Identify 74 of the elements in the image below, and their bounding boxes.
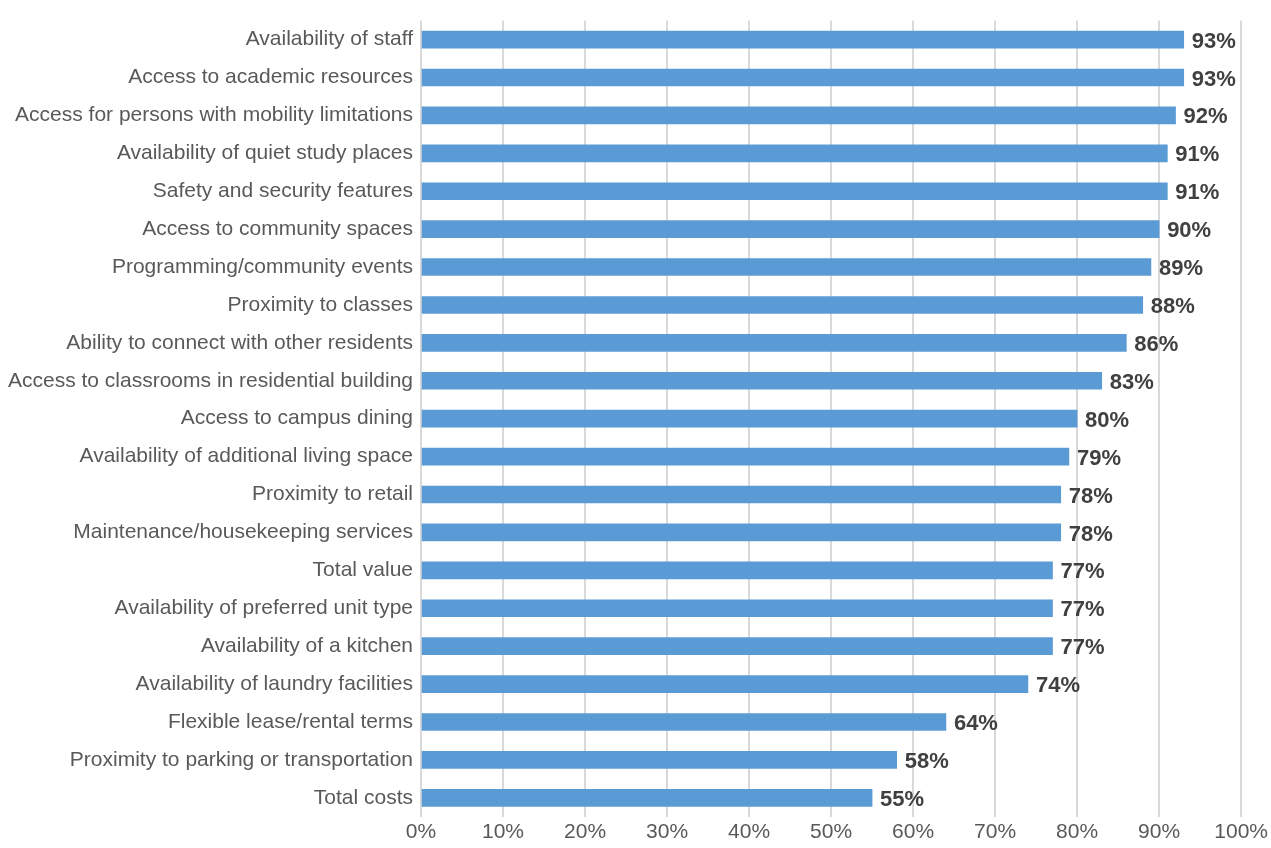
- y-tick-label: Access to classrooms in residential building: [7, 367, 414, 391]
- data-label: 55%: [880, 785, 925, 811]
- data-label: 86%: [1134, 330, 1179, 356]
- bar: [421, 371, 1103, 390]
- data-label: 91%: [1175, 179, 1220, 205]
- data-label: 78%: [1068, 520, 1113, 546]
- bar: [421, 485, 1062, 504]
- bar: [421, 296, 1144, 314]
- y-tick-label: Maintenance/housekeeping services: [73, 519, 414, 543]
- x-tick-label: 90%: [1138, 819, 1181, 843]
- bar: [421, 789, 873, 807]
- y-tick-label: Safety and security features: [152, 178, 414, 202]
- bar: [421, 637, 1053, 656]
- y-tick-label: Proximity to retail: [251, 481, 414, 505]
- y-tick-label: Total costs: [313, 784, 414, 808]
- bar: [421, 599, 1053, 618]
- y-tick-label: Availability of quiet study places: [116, 140, 414, 164]
- data-label: 91%: [1175, 141, 1220, 167]
- x-tick-label: 0%: [405, 819, 437, 843]
- y-tick-label: Availability of additional living space: [79, 443, 414, 467]
- bar: [421, 713, 947, 731]
- data-label: 58%: [904, 747, 949, 773]
- y-tick-label: Availability of laundry facilities: [135, 670, 414, 694]
- x-tick-label: 70%: [974, 819, 1017, 843]
- data-label: 80%: [1085, 406, 1130, 432]
- y-tick-label: Availability of staff: [245, 26, 414, 50]
- y-tick-label: Proximity to classes: [227, 291, 414, 315]
- bar: [421, 675, 1029, 693]
- bar: [421, 523, 1062, 542]
- data-label: 93%: [1191, 27, 1236, 53]
- data-label: 78%: [1068, 482, 1113, 508]
- y-tick-label: Access to community spaces: [142, 215, 414, 239]
- bar: [421, 106, 1176, 125]
- y-tick-label: Flexible lease/rental terms: [167, 708, 414, 732]
- bar: [421, 182, 1168, 201]
- bar: [421, 751, 898, 769]
- bar: [421, 561, 1053, 580]
- y-tick-label: Programming/community events: [111, 253, 414, 277]
- y-tick-label: Total value: [312, 557, 414, 581]
- bar: [421, 447, 1070, 466]
- y-tick-label: Access to campus dining: [180, 405, 414, 429]
- data-label: 74%: [1035, 672, 1080, 698]
- bar: [421, 220, 1160, 238]
- data-label: 88%: [1150, 293, 1195, 319]
- bar: [421, 68, 1185, 87]
- data-label: 89%: [1158, 255, 1203, 281]
- x-tick-label: 40%: [728, 819, 771, 843]
- y-tick-label: Ability to connect with other residents: [66, 329, 414, 353]
- data-label: 83%: [1109, 368, 1154, 394]
- bar: [421, 258, 1152, 276]
- bar: [421, 144, 1168, 163]
- y-tick-label: Availability of preferred unit type: [114, 595, 414, 619]
- x-tick-label: 60%: [892, 819, 935, 843]
- y-tick-label: Access for persons with mobility limitations: [15, 102, 414, 126]
- x-tick-label: 30%: [646, 819, 689, 843]
- x-tick-label: 50%: [810, 819, 853, 843]
- y-tick-label: Proximity to parking or transportation: [69, 746, 414, 770]
- x-tick-label: 10%: [482, 819, 525, 843]
- bar: [421, 334, 1127, 352]
- y-tick-label: Availability of a kitchen: [200, 632, 414, 656]
- x-tick-label: 80%: [1056, 819, 1099, 843]
- data-label: 92%: [1183, 103, 1228, 129]
- data-label: 79%: [1076, 444, 1121, 470]
- data-label: 77%: [1060, 634, 1105, 660]
- y-tick-label: Access to academic resources: [128, 64, 414, 88]
- bar: [421, 30, 1185, 49]
- bar: [421, 409, 1078, 428]
- data-label: 93%: [1191, 65, 1236, 91]
- x-tick-label: 100%: [1214, 819, 1268, 843]
- data-label: 64%: [953, 710, 998, 736]
- data-label: 77%: [1060, 596, 1105, 622]
- data-label: 90%: [1167, 217, 1212, 243]
- x-tick-label: 20%: [564, 819, 607, 843]
- data-label: 77%: [1060, 558, 1105, 584]
